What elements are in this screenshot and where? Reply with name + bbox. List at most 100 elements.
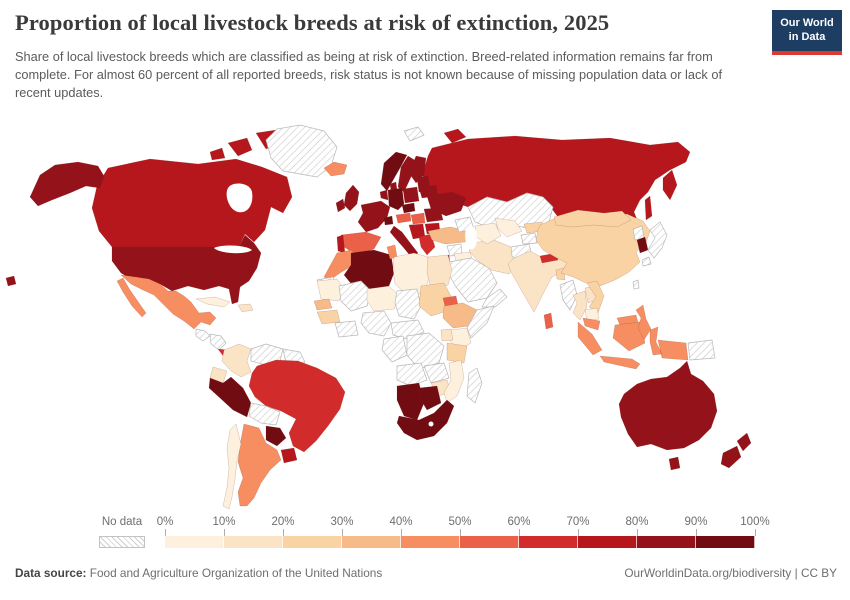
lesotho-enclave xyxy=(428,421,434,427)
legend-color-bar[interactable] xyxy=(165,536,755,548)
country-madagascar[interactable]: Madagascar: No data xyxy=(466,367,483,404)
country-colombia[interactable]: Colombia: 10-20% xyxy=(221,343,252,378)
license-label: CC BY xyxy=(800,566,837,580)
country-tajikistan[interactable]: Tajikistan: No data xyxy=(520,232,538,245)
country-guinea[interactable]: Guinea: 20-30% xyxy=(316,309,341,325)
country-mexico[interactable]: Mexico: 40-50% xyxy=(116,274,217,330)
country-mozambique[interactable]: Mozambique: 0-10% xyxy=(443,359,465,404)
country-sri-lanka[interactable]: Sri Lanka: 50-60% xyxy=(543,312,554,330)
legend-tick-50%: 50% xyxy=(448,516,472,528)
country-greenland[interactable]: Greenland: No data xyxy=(265,124,338,178)
legend-bin-20-30%[interactable] xyxy=(283,536,342,548)
country-angola[interactable]: Angola: No data xyxy=(396,362,428,387)
country-ivory-coast-ghana[interactable]: Côte d'Ivoire & Ghana: No data xyxy=(334,320,359,338)
country-tanzania[interactable]: Tanzania: 20-30% xyxy=(446,342,468,364)
legend-tick-mark xyxy=(283,529,284,536)
great-lakes-water xyxy=(214,245,252,254)
country-chile[interactable]: Chile: 0-10% xyxy=(222,423,242,510)
no-data-swatch[interactable] xyxy=(99,536,145,548)
country-zambia[interactable]: Zambia: No data xyxy=(423,362,450,384)
legend-bin-90-100%[interactable] xyxy=(696,536,755,548)
no-data-label: No data xyxy=(101,516,143,528)
country-mongolia[interactable]: Mongolia: 20-30% xyxy=(553,209,632,228)
country-niger[interactable]: Niger: 0-10% xyxy=(366,285,400,312)
country-south-africa[interactable]: South Africa: 90-100% xyxy=(396,399,455,441)
country-drc[interactable]: Democratic Republic of Congo: No data xyxy=(406,332,445,370)
country-poland[interactable]: Poland: 80-90% xyxy=(402,186,420,204)
legend-tick-20%: 20% xyxy=(271,516,295,528)
legend-bin-70-80%[interactable] xyxy=(578,536,637,548)
country-united-kingdom[interactable]: United Kingdom: 80-90% xyxy=(343,184,360,212)
legend-bin-0-10%[interactable] xyxy=(165,536,224,548)
map-legend: No data 0% 10% 20% 30% 40% 50% 60% 70% 80% 90% 100… xyxy=(0,514,850,554)
caspian-sea-water xyxy=(465,226,477,250)
country-iceland[interactable]: Iceland: 40-50% xyxy=(323,161,348,177)
legend-tick-70%: 70% xyxy=(566,516,590,528)
country-brazil[interactable]: Brazil: 60-70% xyxy=(248,359,346,453)
country-hungary[interactable]: Hungary: 50-60% xyxy=(410,212,426,225)
legend-bin-40-50%[interactable] xyxy=(401,536,460,548)
country-uzbekistan[interactable]: Uzbekistan: 0-10% xyxy=(494,217,523,238)
country-egypt[interactable]: Egypt: 10-20% xyxy=(426,254,453,290)
legend-tick-mark xyxy=(578,529,579,536)
country-germany[interactable]: Germany: 90-100% xyxy=(387,187,405,211)
country-congo-gabon[interactable]: Congo & Gabon: No data xyxy=(381,335,408,363)
country-ireland[interactable]: Ireland: 80-90% xyxy=(335,198,346,213)
country-new-zealand[interactable]: New Zealand: 80-90% xyxy=(720,432,752,469)
country-peru[interactable]: Peru: 90-100% xyxy=(208,376,252,418)
legend-bin-10-20%[interactable] xyxy=(224,536,283,548)
country-papua-new-guinea[interactable]: Papua New Guinea: No data xyxy=(687,339,716,361)
country-india[interactable]: India: 10-20% xyxy=(507,250,570,313)
legend-bin-50-60%[interactable] xyxy=(460,536,519,548)
country-thailand[interactable]: Thailand: 10-20% xyxy=(572,290,588,321)
country-australia[interactable]: Australia: 80-90% xyxy=(618,360,718,471)
country-bolivia[interactable]: Bolivia: No data xyxy=(248,402,281,426)
country-honduras-nicaragua[interactable]: Honduras & Nicaragua: No data xyxy=(209,333,227,351)
country-france[interactable]: France: 80-90% xyxy=(357,200,391,233)
country-uganda[interactable]: Uganda: 10-20% xyxy=(440,328,454,342)
country-paraguay[interactable]: Paraguay: 90-100% xyxy=(265,425,287,447)
legend-bin-80-90%[interactable] xyxy=(637,536,696,548)
country-cuba[interactable]: Cuba: 0-10% xyxy=(195,296,231,308)
legend-bin-30-40%[interactable] xyxy=(342,536,401,548)
owid-logo-line2: in Data xyxy=(788,30,826,43)
country-chad[interactable]: Chad: No data xyxy=(394,288,422,320)
country-ukraine[interactable]: Ukraine: 80-90% xyxy=(426,191,467,217)
water-overlays xyxy=(214,183,477,427)
owid-url-link[interactable]: OurWorldinData.org/biodiversity xyxy=(624,566,792,580)
data-source-line: Data source: Food and Agriculture Organi… xyxy=(15,566,382,580)
country-yemen-oman[interactable]: Yemen & Oman: No data xyxy=(481,288,508,308)
legend-bin-60-70%[interactable] xyxy=(519,536,578,548)
country-greece[interactable]: Greece: 60-70% xyxy=(418,233,436,256)
country-somalia[interactable]: Somalia: No data xyxy=(466,305,495,339)
country-iran[interactable]: Iran: 10-20% xyxy=(468,239,518,275)
country-japan[interactable]: Japan: No data xyxy=(641,221,668,267)
country-guatemala[interactable]: Guatemala: No data xyxy=(195,328,211,342)
country-senegal[interactable]: Senegal: 30-40% xyxy=(313,298,333,311)
country-vietnam[interactable]: Vietnam: 20-30% xyxy=(586,280,605,314)
country-nigeria[interactable]: Nigeria: No data xyxy=(360,310,392,337)
country-indonesia[interactable]: Indonesia: 40-50% xyxy=(577,321,689,370)
country-norway[interactable]: Norway: 90-100% xyxy=(380,151,408,192)
country-philippines[interactable]: Philippines: 40-50% xyxy=(635,304,652,341)
country-uruguay[interactable]: Uruguay: 70-80% xyxy=(280,447,298,464)
country-argentina[interactable]: Argentina: 40-50% xyxy=(237,423,282,507)
owid-logo-line1: Our World xyxy=(780,17,834,29)
country-myanmar[interactable]: Myanmar: No data xyxy=(559,279,578,311)
country-czechia[interactable]: Czechia: 90-100% xyxy=(401,202,416,214)
country-cambodia[interactable]: Cambodia: 0-10% xyxy=(584,307,600,322)
country-svalbard[interactable]: Svalbard: No data xyxy=(403,126,425,142)
country-botswana[interactable]: Botswana: 90-100% xyxy=(418,385,442,411)
country-taiwan[interactable]: Taiwan: No data xyxy=(632,279,640,290)
legend-tick-10%: 10% xyxy=(212,516,236,528)
owid-logo[interactable]: Our World in Data xyxy=(772,10,842,55)
country-hispaniola[interactable]: Hispaniola: 10-20% xyxy=(237,303,254,313)
country-mali[interactable]: Mali: No data xyxy=(338,280,372,312)
country-sweden[interactable]: Sweden: 80-90% xyxy=(397,155,417,193)
country-austria[interactable]: Austria: 50-60% xyxy=(395,212,412,224)
country-morocco[interactable]: Morocco: 40-50% xyxy=(323,249,360,281)
country-benelux[interactable]: Benelux: 80-90% xyxy=(379,189,389,201)
country-switzerland[interactable]: Switzerland: 90-100% xyxy=(383,215,394,226)
data-source-text: Food and Agriculture Organization of the… xyxy=(86,566,383,580)
